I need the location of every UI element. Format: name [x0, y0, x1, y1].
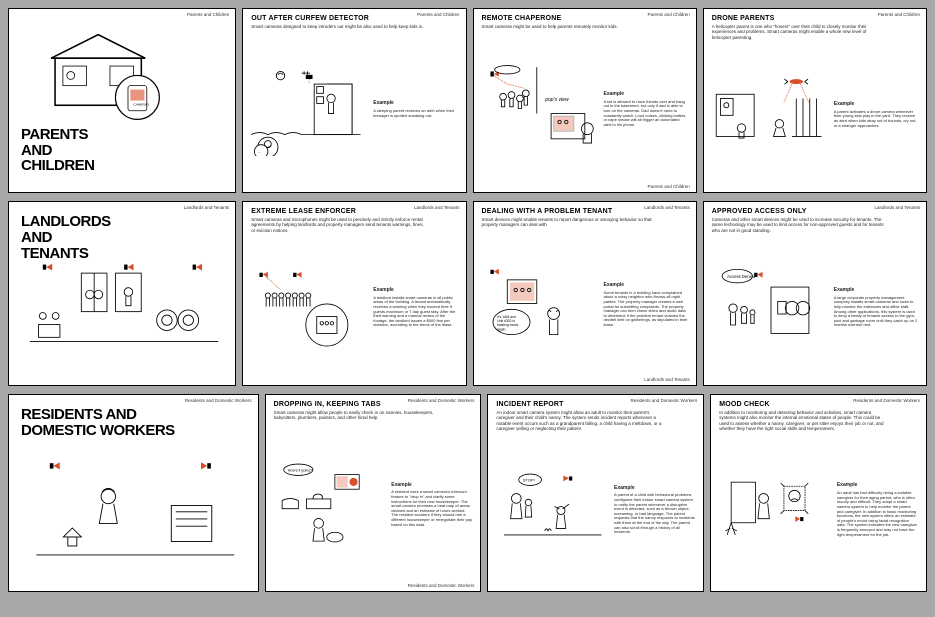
- title-card-3: Residents and Domestic Workers RESIDENTS…: [8, 394, 259, 592]
- example-text: A large corporate property management co…: [834, 295, 918, 328]
- section-landlords: Landlords and Tenants LANDLORDS AND TENA…: [8, 201, 927, 386]
- example-block: Example A resident uses a smart camera's…: [391, 483, 472, 528]
- illustration: [712, 69, 830, 162]
- illustration: How's it going? ...: [274, 460, 388, 549]
- title-line: PARENTS: [21, 127, 227, 143]
- section-label: Residents and Domestic Workers: [631, 398, 698, 403]
- card-sub: Smart devices might enable tenants to re…: [482, 217, 657, 228]
- example-text: An adult has had difficulty hiring a sui…: [837, 490, 917, 536]
- caption: pop's view: [544, 97, 569, 103]
- title-card-2: Landlords and Tenants LANDLORDS AND TENA…: [8, 201, 236, 386]
- example-title: Example: [373, 101, 457, 107]
- illustration: Access Denied: [712, 266, 830, 350]
- title-line: TENANTS: [21, 246, 111, 262]
- example-text: A parent activates a drone camera whenev…: [834, 109, 917, 128]
- example-title: Example: [834, 102, 918, 108]
- stop-bubble: STOP!: [523, 477, 535, 482]
- card-sub: A helicopter parent is one who "hovers" …: [712, 24, 887, 40]
- card-mood: Residents and Domestic Workers MOOD CHEC…: [710, 394, 927, 592]
- illustration: STOP!: [496, 470, 610, 551]
- card-incident: Residents and Domestic Workers INCIDENT …: [487, 394, 704, 592]
- card-sub: An indoor smart camera system might allo…: [496, 410, 665, 432]
- example-block: Example An adult has had difficulty hiri…: [837, 483, 918, 537]
- section-label: Parents and Children: [647, 184, 689, 189]
- speech-bubble: How's it going?: [287, 469, 312, 473]
- section-label: Parents and Children: [417, 12, 459, 17]
- svg-text:again.: again.: [497, 328, 506, 332]
- example-text: A kid is allowed to have friends over an…: [603, 99, 686, 127]
- example-title: Example: [837, 483, 918, 489]
- example-title: Example: [614, 486, 695, 492]
- example-title: Example: [373, 288, 457, 294]
- section-label: Landlords and Tenants: [875, 205, 920, 210]
- example-block: Example Some tenants in a building have …: [603, 283, 687, 328]
- svg-text:...: ...: [258, 151, 261, 155]
- section-parents-children: Parents and Children CAMERA 2 PARENTS AN…: [8, 8, 927, 193]
- section-label: Residents and Domestic Workers: [853, 398, 920, 403]
- example-title: Example: [834, 288, 918, 294]
- section-label: Parents and Children: [647, 12, 689, 17]
- example-text: A resident uses a smart camera's interco…: [391, 489, 472, 526]
- card-sub: Smart cameras and microphones might be u…: [251, 217, 426, 233]
- illustration: It's 1AM and Unit #302 is blasting music…: [482, 263, 600, 347]
- example-block: Example A parent activates a drone camer…: [834, 102, 918, 128]
- section-label: Residents and Domestic Workers: [185, 398, 252, 403]
- section-domestic: Residents and Domestic Workers RESIDENTS…: [8, 394, 927, 592]
- example-text: A parent of a child with behavioral prob…: [614, 492, 695, 534]
- example-text: A sleeping parent receives an alert when…: [373, 108, 454, 118]
- card-curfew: Parents and Children OUT AFTER CURFEW DE…: [242, 8, 466, 193]
- sign-text: Access Denied: [727, 274, 756, 279]
- title-card-1: Parents and Children CAMERA 2 PARENTS AN…: [8, 8, 236, 193]
- illustration: pop's view: [482, 63, 600, 156]
- example-block: Example A large corporate property manag…: [834, 288, 918, 328]
- section-label: Landlords and Tenants: [644, 377, 689, 382]
- example-block: Example A parent of a child with behavio…: [614, 486, 695, 535]
- section-label: Landlords and Tenants: [184, 205, 229, 210]
- example-text: A landlord installs smart cameras in all…: [373, 295, 455, 328]
- example-text: Some tenants in a building have complain…: [603, 290, 687, 327]
- title-line: RESIDENTS AND: [21, 407, 175, 423]
- card-chaperone: Parents and Children Parents and Childre…: [473, 8, 697, 193]
- section-label: Landlords and Tenants: [414, 205, 459, 210]
- section-label: Residents and Domestic Workers: [408, 398, 475, 403]
- card-sub: Smart cameras designed to keep intruders…: [251, 24, 426, 29]
- example-title: Example: [603, 283, 687, 289]
- example-title: Example: [603, 92, 687, 98]
- svg-text:...: ...: [330, 536, 333, 540]
- section-label: Residents and Domestic Workers: [408, 583, 475, 588]
- card-dropping-in: Residents and Domestic Workers Residents…: [265, 394, 482, 592]
- card-sub: Smart cameras might be used to help pare…: [482, 24, 657, 29]
- section-label: Parents and Children: [878, 12, 920, 17]
- illustration: ...: [251, 63, 369, 156]
- card-lease: Landlords and Tenants EXTREME LEASE ENFO…: [242, 201, 466, 386]
- card-sub: Smart cameras might allow people to easi…: [274, 410, 443, 421]
- title-line: AND: [21, 143, 227, 159]
- title-line: CHILDREN: [21, 158, 227, 174]
- title-line: LANDLORDS: [21, 214, 111, 230]
- card-access: Landlords and Tenants APPROVED ACCESS ON…: [703, 201, 927, 386]
- card-problem-tenant: Landlords and Tenants Landlords and Tena…: [473, 201, 697, 386]
- illustration: [251, 266, 369, 350]
- card-drone: Parents and Children DRONE PARENTS A hel…: [703, 8, 927, 193]
- example-block: Example A kid is allowed to have friends…: [603, 92, 687, 127]
- title-line: DOMESTIC WORKERS: [21, 423, 175, 439]
- title-line: AND: [21, 230, 111, 246]
- illustration: [719, 470, 833, 551]
- card-sub: In addition to monitoring and detecting …: [719, 410, 888, 432]
- section-label: Landlords and Tenants: [644, 205, 689, 210]
- example-block: Example A landlord installs smart camera…: [373, 288, 457, 328]
- card-sub: Cameras and other smart devices might be…: [712, 217, 887, 233]
- example-title: Example: [391, 483, 472, 489]
- svg-text:CAMERA 2: CAMERA 2: [133, 102, 149, 106]
- section-label: Parents and Children: [187, 12, 229, 17]
- example-block: Example A sleeping parent receives an al…: [373, 101, 457, 118]
